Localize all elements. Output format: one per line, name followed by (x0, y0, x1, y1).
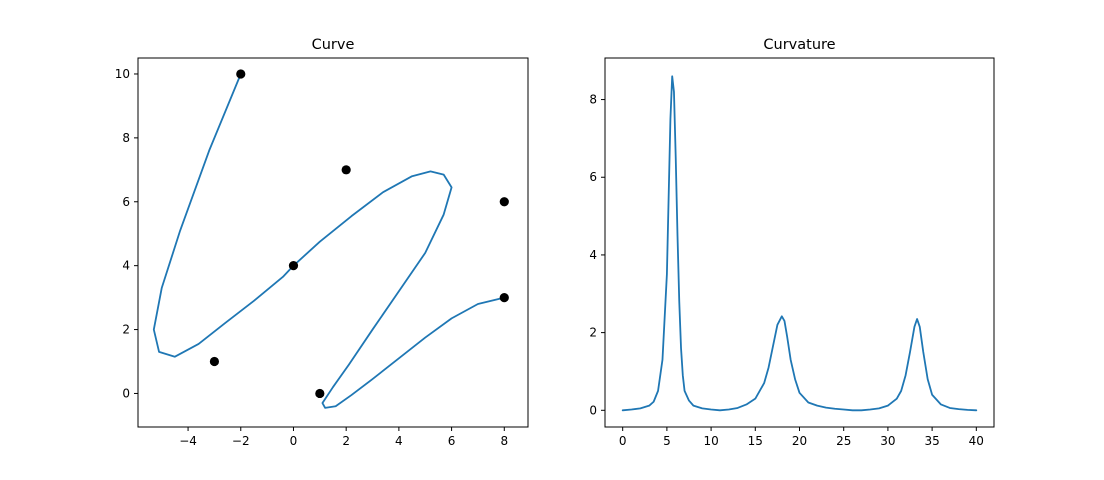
curve-x-tick-label: 8 (500, 434, 508, 448)
curve-control-point (499, 293, 509, 303)
curvature-y-tick-label: 8 (589, 93, 597, 107)
curvature-x-tick-label: 30 (880, 434, 895, 448)
curvature-x-tick-label: 0 (619, 434, 627, 448)
curve-x-tick-label: 4 (395, 434, 403, 448)
curve-y-tick-label: 0 (122, 386, 130, 400)
curvature-x-tick-label: 40 (969, 434, 984, 448)
curve-control-point (288, 261, 299, 271)
curvature-x-tick-label: 20 (792, 434, 807, 448)
curve-title: Curve (312, 37, 355, 53)
curve-y-tick-label: 10 (115, 67, 130, 81)
curvature-x-tick-label: 15 (748, 434, 763, 448)
curve-x-axis: −4 −2 0 2 4 6 8 (179, 427, 508, 448)
curvature-x-tick-label: 10 (703, 434, 718, 448)
curve-x-tick-label: 6 (448, 434, 456, 448)
curvature-series-line (621, 75, 978, 412)
curve-y-tick-label: 6 (122, 195, 130, 209)
curvature-x-axis: 0 5 10 15 20 25 30 35 40 (619, 427, 984, 448)
curve-y-tick-label: 8 (122, 131, 130, 145)
curvature-y-tick-label: 4 (589, 248, 597, 262)
curvature-y-axis: 0 2 4 6 8 (589, 93, 605, 417)
curvature-panel: Curvature 0 5 10 15 20 25 30 35 40 0 2 4 6 8 (589, 37, 995, 448)
curvature-x-tick-label: 5 (663, 434, 671, 448)
curve-control-point (209, 356, 220, 367)
curvature-plot-area (621, 75, 978, 412)
curve-x-tick-label: 2 (342, 434, 350, 448)
curvature-title: Curvature (763, 37, 835, 53)
curve-control-point (341, 165, 351, 175)
curvature-y-tick-label: 0 (589, 403, 597, 417)
curve-x-tick-label: −4 (179, 434, 197, 448)
curve-x-tick-label: 0 (290, 434, 298, 448)
curve-panel: Curve −4 −2 0 2 4 6 8 0 2 4 6 8 10 (115, 37, 529, 448)
curve-series-line (152, 73, 506, 409)
curve-control-point (499, 197, 509, 207)
curvature-y-tick-label: 6 (589, 170, 597, 184)
curve-plot-area (152, 69, 509, 409)
curvature-x-tick-label: 35 (924, 434, 939, 448)
curve-x-tick-label: −2 (232, 434, 250, 448)
curve-y-tick-label: 4 (122, 259, 130, 273)
curve-y-axis: 0 2 4 6 8 10 (115, 67, 138, 400)
curvature-y-tick-label: 2 (589, 326, 597, 340)
curve-control-point (315, 388, 325, 399)
curve-y-tick-label: 2 (122, 323, 130, 337)
curve-control-point (236, 69, 246, 79)
curvature-x-tick-label: 25 (836, 434, 851, 448)
curve-axes-frame (137, 57, 529, 428)
